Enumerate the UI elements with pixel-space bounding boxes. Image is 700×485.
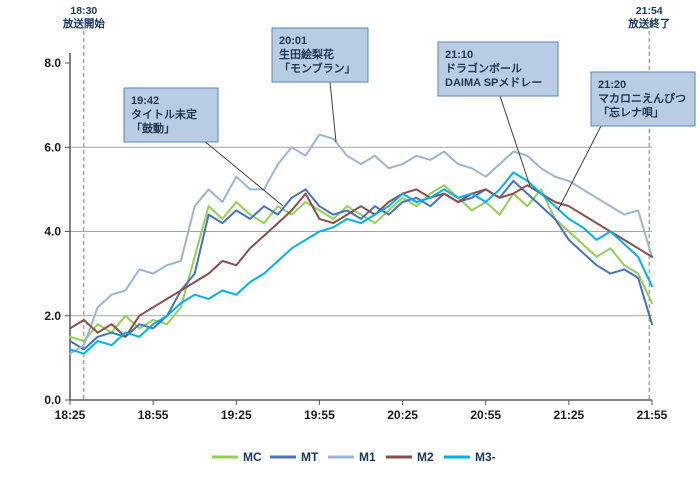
series-line-M3- bbox=[69, 171, 653, 355]
x-tick-label: 20:25 bbox=[387, 408, 418, 422]
annotation-text: マカロニえんぴつ bbox=[598, 92, 686, 105]
annotation-leader bbox=[329, 81, 337, 143]
annotation-text: 20:01 bbox=[279, 35, 307, 47]
legend-label-M1: M1 bbox=[359, 450, 376, 464]
annotation-text: 「モンブラン」 bbox=[279, 61, 356, 75]
broadcast-marker-time: 21:54 bbox=[636, 5, 663, 17]
annotation-text: DAIMA SPメドレー bbox=[445, 76, 542, 89]
y-tick-label: 8.0 bbox=[44, 56, 61, 70]
broadcast-marker-time: 18:30 bbox=[70, 5, 97, 17]
series-line-MC bbox=[69, 184, 653, 342]
annotation-leader bbox=[499, 95, 531, 187]
annotation-box bbox=[437, 41, 559, 97]
x-tick-label: 19:55 bbox=[304, 408, 335, 422]
annotation-text: 21:20 bbox=[598, 79, 626, 91]
annotation-text: 「忘レナ唄」 bbox=[598, 105, 664, 119]
x-tick-label: 20:55 bbox=[470, 408, 501, 422]
x-tick-label: 18:55 bbox=[138, 408, 169, 422]
annotation-leader bbox=[202, 139, 284, 207]
legend-label-MC: MC bbox=[243, 450, 262, 464]
y-tick-label: 0.0 bbox=[44, 393, 61, 407]
broadcast-marker-label: 放送終了 bbox=[627, 17, 670, 30]
annotation-text: 生田絵梨花 bbox=[279, 47, 334, 61]
y-tick-label: 6.0 bbox=[44, 140, 61, 154]
legend-label-M3-: M3- bbox=[475, 450, 496, 464]
annotation-box bbox=[590, 71, 696, 127]
annotation-text: タイトル未定 bbox=[131, 107, 197, 121]
broadcast-marker-label: 放送開始 bbox=[62, 17, 105, 30]
y-tick-label: 4.0 bbox=[44, 225, 61, 239]
legend-label-MT: MT bbox=[301, 450, 319, 464]
annotation-text: ドラゴンボール bbox=[445, 61, 522, 75]
annotation-text: 21:10 bbox=[445, 49, 473, 61]
annotation-box bbox=[271, 27, 369, 83]
x-tick-label: 21:25 bbox=[554, 408, 585, 422]
series-line-M2 bbox=[69, 184, 653, 338]
y-tick-label: 2.0 bbox=[44, 309, 61, 323]
x-tick-label: 21:55 bbox=[637, 408, 668, 422]
annotation-box bbox=[123, 87, 219, 143]
series-line-M1 bbox=[69, 133, 653, 355]
annotation-text: 19:42 bbox=[131, 95, 159, 107]
legend-label-M2: M2 bbox=[417, 450, 434, 464]
x-tick-label: 18:25 bbox=[55, 408, 86, 422]
annotation-leader bbox=[557, 125, 602, 211]
annotation-text: 「鼓動」 bbox=[131, 121, 175, 135]
x-tick-label: 19:25 bbox=[221, 408, 252, 422]
